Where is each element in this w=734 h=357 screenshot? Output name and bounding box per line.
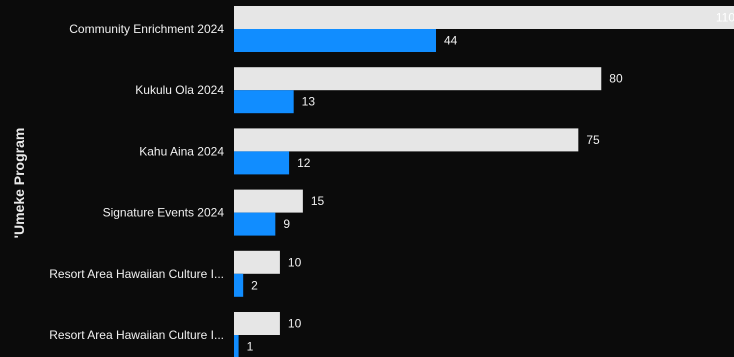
bar-total[interactable] [234, 312, 280, 335]
bar-secondary[interactable] [234, 151, 290, 175]
category-label: Resort Area Hawaiian Culture I... [49, 328, 224, 342]
bar-secondary[interactable] [234, 29, 436, 52]
data-label: 12 [297, 156, 311, 170]
category-label: Resort Area Hawaiian Culture I... [49, 267, 224, 281]
bar-total[interactable] [234, 6, 734, 29]
data-label: 10 [288, 255, 302, 269]
bar-total[interactable] [234, 128, 579, 152]
category-label: Signature Events 2024 [103, 206, 225, 220]
bar-secondary[interactable] [234, 335, 239, 357]
category-label: Kukulu Ola 2024 [135, 83, 224, 97]
bar-secondary[interactable] [234, 90, 294, 114]
data-label: 2 [251, 278, 258, 292]
data-label: 44 [444, 34, 458, 48]
data-label: 9 [283, 217, 290, 231]
bar-secondary[interactable] [234, 212, 276, 236]
data-label: 80 [609, 72, 623, 86]
data-label: 10 [288, 317, 302, 331]
data-label: 110 [716, 11, 734, 25]
category-label: Kahu Aina 2024 [139, 144, 224, 158]
data-label: 75 [586, 133, 600, 147]
data-label: 1 [247, 340, 254, 354]
data-label: 15 [311, 194, 325, 208]
category-label: Community Enrichment 2024 [69, 22, 224, 36]
bar-total[interactable] [234, 189, 303, 213]
y-axis-title: 'Umeke Program [11, 128, 27, 239]
bar-total[interactable] [234, 250, 280, 274]
bar-secondary[interactable] [234, 273, 244, 297]
data-label: 13 [302, 95, 316, 109]
bar-total[interactable] [234, 67, 602, 91]
